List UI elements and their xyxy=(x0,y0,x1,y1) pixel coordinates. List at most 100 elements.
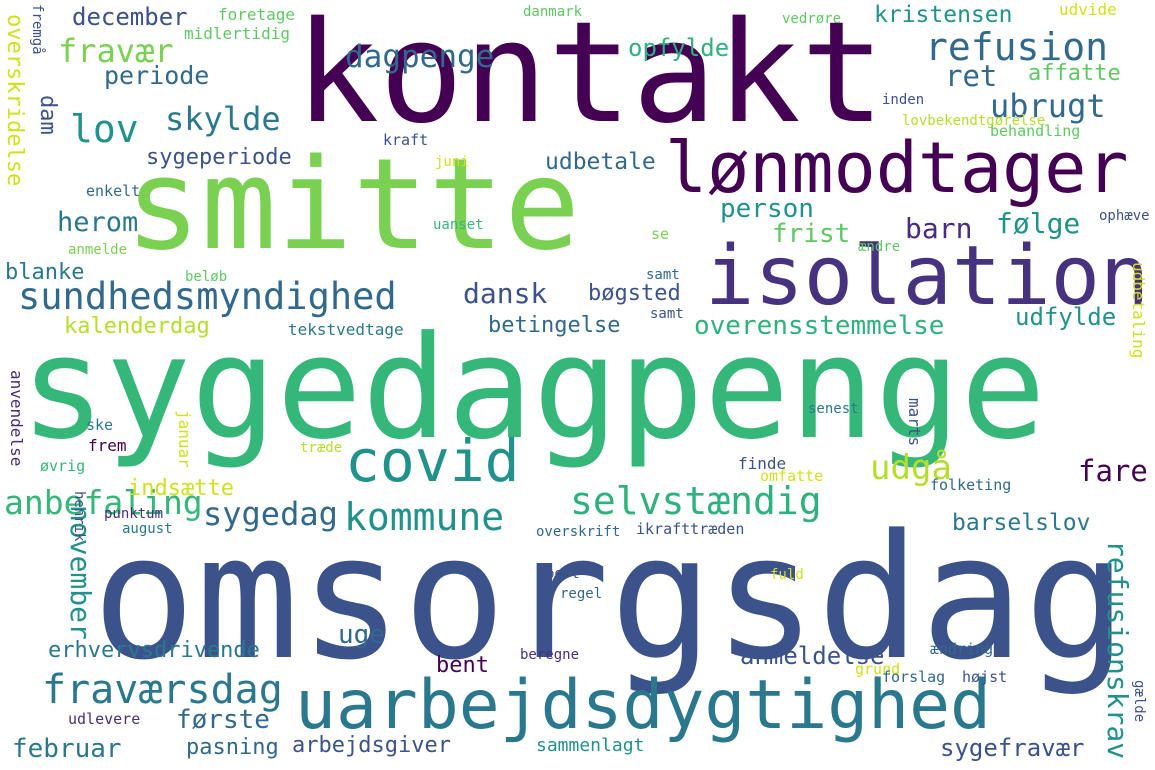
word-vedrore: vedrøre xyxy=(782,11,842,27)
word-anvendelse: anvendelse xyxy=(7,370,26,467)
word-covid: covid xyxy=(345,427,520,495)
word-marts: marts xyxy=(905,398,924,447)
word-sygefravaer: sygefravær xyxy=(940,734,1085,762)
word-udga: udgå xyxy=(870,448,952,488)
word-belob: samt xyxy=(646,267,680,283)
word-ske: ske xyxy=(86,416,114,434)
word-frem: frem xyxy=(88,436,127,455)
word-uarbejdsdygtighed: uarbejdsdygtighed xyxy=(295,666,991,745)
word-overskridelse: overskridelse xyxy=(2,14,27,187)
word-refusionskrav: refusionskrav xyxy=(1101,540,1134,760)
word-kristensen: kristensen xyxy=(874,2,1013,28)
word-bent: bent xyxy=(436,653,489,678)
word-se: ophæve xyxy=(1099,208,1150,224)
word-lonmodtager: lønmodtager xyxy=(665,127,1129,209)
word-folketing: folketing xyxy=(930,476,1012,494)
word-fuld: fuld xyxy=(770,567,804,583)
word-anbefaling: anbefaling xyxy=(4,483,203,522)
word-indsaette: indsætte xyxy=(128,476,234,501)
word-isolation: isolation xyxy=(705,229,1150,324)
word-barn: barn xyxy=(905,212,973,245)
word-inden: lovbekendtgørelse xyxy=(902,113,1046,129)
word-november: november xyxy=(64,505,97,640)
word-bogsted: bøgsted xyxy=(588,281,681,306)
word-traede: træde xyxy=(300,440,343,456)
word-aendring: ændring xyxy=(930,640,994,658)
word-hojst: højst xyxy=(962,668,1008,686)
word-enkelt: uanset xyxy=(433,217,484,233)
word-forslag: forslag xyxy=(882,668,946,686)
word-regel: regel xyxy=(560,586,603,602)
word-ovrig: øvrig xyxy=(40,457,86,475)
word-smitte: smitte xyxy=(125,131,581,278)
word-ophaeve: ændre xyxy=(858,239,901,255)
word-herom: herom xyxy=(57,207,139,238)
word-opfylde: opfylde xyxy=(628,34,730,62)
word-fravaersdag: fraværsdag xyxy=(42,667,283,713)
word-overensstemmelse: overensstemmelse xyxy=(694,311,945,341)
word-fare: fare xyxy=(1078,454,1148,488)
word-udfylde: udfylde xyxy=(1015,303,1117,331)
word-punktum: punktum xyxy=(104,506,164,522)
word-anmelde: se xyxy=(651,225,670,243)
word-bort: bort xyxy=(546,566,580,582)
word-skylde: skylde xyxy=(165,100,281,138)
word-ubrugt: ubrugt xyxy=(990,87,1106,125)
word-udvide: udvide xyxy=(1059,0,1117,19)
word-ret: ret xyxy=(945,59,998,93)
word-udbetale: udbetale xyxy=(545,149,656,175)
word-fremga: inden xyxy=(882,92,925,108)
word-sygedagpenge: sygedagpenge xyxy=(20,306,1046,471)
word-sygeperiode: sygeperiode xyxy=(146,145,292,170)
word-refusion: refusion xyxy=(925,25,1109,69)
word-uanset: anmelde xyxy=(68,242,128,258)
word-februar: februar xyxy=(12,734,122,764)
word-udbetaling: udbetaling xyxy=(1129,262,1148,359)
word-selvstaendig: selvstændig xyxy=(570,479,822,523)
word-arbejdsgiver: arbejdsgiver xyxy=(292,733,451,758)
word-senest: senest xyxy=(808,401,859,417)
word-henrik: henrik xyxy=(71,491,87,542)
word-juni: enkelt xyxy=(86,182,141,200)
word-behandling: kraft xyxy=(383,131,429,149)
word-kraft: juni xyxy=(435,154,469,170)
word-dam: dam xyxy=(35,95,60,135)
word-dagpenge: dagpenge xyxy=(345,39,495,75)
word-beregne: beregne xyxy=(520,647,580,663)
word-periode: periode xyxy=(104,61,210,90)
word-grund: grund xyxy=(855,660,901,678)
word-samt: samt xyxy=(650,306,684,322)
word-sygedag: sygedag xyxy=(203,495,338,533)
word-december: december xyxy=(72,3,188,31)
word-barselslov: barselslov xyxy=(952,510,1091,536)
word-tekstvedtage: tekstvedtage xyxy=(288,320,404,339)
word-frist: frist xyxy=(772,219,851,249)
word-fravaer: fravær xyxy=(58,32,174,70)
word-kontakt: kontakt xyxy=(295,0,886,155)
word-kommune: kommune xyxy=(344,495,505,539)
word-foretage: foretage xyxy=(218,5,296,24)
word-anmeldelse: anmeldelse xyxy=(740,642,885,670)
word-udlevere: udlevere xyxy=(68,710,141,728)
word-uge: uge xyxy=(338,620,385,650)
word-blanke: blanke xyxy=(5,260,85,285)
word-midlertidig: midlertidig xyxy=(184,24,290,43)
word-erhvervsdrivende: erhvervsdrivende xyxy=(48,638,260,663)
word-sammenlagt: sammenlagt xyxy=(536,735,645,756)
word-ikrafttraeden: ikrafttræden xyxy=(636,520,745,538)
word-betingelse: betingelse xyxy=(488,313,621,338)
word-kalenderdag: kalenderdag xyxy=(64,314,210,339)
word-omfatte: omfatte xyxy=(760,467,824,485)
word-dansk: dansk xyxy=(463,277,548,310)
word-pasning: pasning xyxy=(186,735,279,760)
word-januar: januar xyxy=(175,410,194,468)
word-lov: lov xyxy=(70,107,139,151)
word-aendre: beløb xyxy=(185,269,228,285)
word-person: person xyxy=(720,194,814,224)
word-sundhedsmyndighed: sundhedsmyndighed xyxy=(18,275,397,318)
word-forste: første xyxy=(176,705,270,735)
word-lovbekendtgorelse: behandling xyxy=(990,122,1081,140)
word-gaelde: gælde xyxy=(1131,680,1147,723)
word-affatte: affatte xyxy=(1028,61,1121,86)
